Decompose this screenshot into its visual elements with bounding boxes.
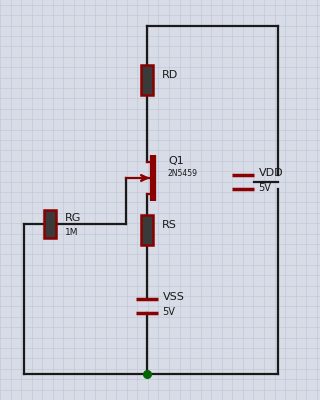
- FancyBboxPatch shape: [44, 210, 56, 238]
- Text: VSS: VSS: [163, 292, 184, 302]
- Text: VDD: VDD: [259, 168, 283, 178]
- Text: RS: RS: [162, 220, 176, 230]
- Text: 5V: 5V: [259, 183, 271, 193]
- FancyBboxPatch shape: [141, 65, 153, 95]
- Text: 2N5459: 2N5459: [168, 170, 198, 178]
- Text: RG: RG: [65, 214, 81, 223]
- Text: Q1: Q1: [168, 156, 184, 166]
- Text: 5V: 5V: [163, 307, 175, 318]
- Text: 1M: 1M: [65, 228, 78, 237]
- Text: RD: RD: [162, 70, 178, 80]
- FancyBboxPatch shape: [141, 215, 153, 245]
